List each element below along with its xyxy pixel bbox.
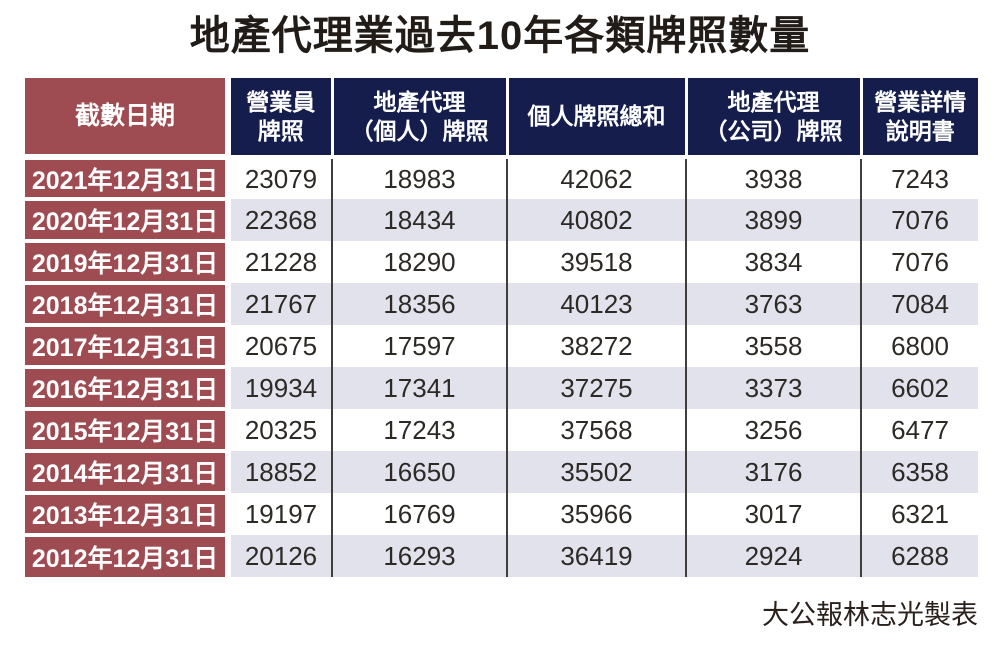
- header-label-line: （公司）牌照: [704, 117, 843, 144]
- value-cell: 3899: [686, 199, 862, 241]
- header-label-line: 營業員: [246, 88, 316, 115]
- table-body: 2021年12月31日 23079 18983 42062 3938 7243 2020年1…: [25, 157, 978, 577]
- header-column-2: 地產代理 （個人）牌照: [332, 78, 509, 159]
- value-cell: 17597: [332, 325, 508, 367]
- header-column-1: 營業員 牌照: [228, 78, 334, 159]
- header-label-line: （個人）牌照: [350, 117, 489, 144]
- value-cell: 18852: [228, 451, 333, 493]
- value-cell: 3558: [686, 325, 862, 367]
- value-cell: 3938: [686, 157, 862, 199]
- table-row: 2020年12月31日 22368 18434 40802 3899 7076: [25, 199, 978, 243]
- credit-line: 大公報林志光製表: [762, 600, 978, 630]
- value-cell: 20126: [228, 535, 333, 577]
- table-row: 2018年12月31日 21767 18356 40123 3763 7084: [25, 283, 978, 327]
- value-cell: 18983: [332, 157, 508, 199]
- header-column-5: 營業詳情 說明書: [861, 78, 978, 159]
- value-cell: 19934: [228, 367, 333, 409]
- value-cell: 17243: [332, 409, 508, 451]
- header-label-line: 地產代理: [373, 88, 466, 115]
- date-cell: 2016年12月31日: [25, 367, 231, 411]
- table-row: 2019年12月31日 21228 18290 39518 3834 7076: [25, 241, 978, 285]
- value-cell: 36419: [507, 535, 687, 577]
- value-cell: 16769: [332, 493, 508, 535]
- value-cell: 2924: [686, 535, 862, 577]
- page-title: 地產代理業過去10年各類牌照數量: [189, 14, 811, 58]
- value-cell: 35966: [507, 493, 687, 535]
- license-infographic: 地產代理業過去10年各類牌照數量 截數日期 營業員 牌照 地產代理 （個人）牌照 個人牌照…: [0, 10, 1000, 652]
- value-cell: 39518: [507, 241, 687, 283]
- value-cell: 6358: [861, 451, 978, 493]
- date-cell: 2019年12月31日: [25, 241, 231, 285]
- date-cell: 2012年12月31日: [25, 535, 231, 577]
- value-cell: 18290: [332, 241, 508, 283]
- date-cell: 2014年12月31日: [25, 451, 231, 495]
- header-label-line: 說明書: [885, 117, 955, 144]
- date-cell: 2018年12月31日: [25, 283, 231, 327]
- value-cell: 6288: [861, 535, 978, 577]
- value-cell: 23079: [228, 157, 333, 199]
- value-cell: 3176: [686, 451, 862, 493]
- table-row: 2013年12月31日 19197 16769 35966 3017 6321: [25, 493, 978, 537]
- value-cell: 40123: [507, 283, 687, 325]
- value-cell: 7084: [861, 283, 978, 325]
- header-label-line: 個人牌照總和: [527, 103, 666, 129]
- value-cell: 35502: [507, 451, 687, 493]
- header-label-line: 地產代理: [727, 88, 820, 115]
- value-cell: 16293: [332, 535, 508, 577]
- value-cell: 3834: [686, 241, 862, 283]
- value-cell: 7076: [861, 241, 978, 283]
- table-row: 2012年12月31日 20126 16293 36419 2924 6288: [25, 535, 978, 577]
- value-cell: 21767: [228, 283, 333, 325]
- date-cell: 2013年12月31日: [25, 493, 231, 537]
- value-cell: 22368: [228, 199, 333, 241]
- value-cell: 3373: [686, 367, 862, 409]
- table-row: 2016年12月31日 19934 17341 37275 3373 6602: [25, 367, 978, 411]
- table-row: 2015年12月31日 20325 17243 37568 3256 6477: [25, 409, 978, 453]
- value-cell: 19197: [228, 493, 333, 535]
- value-cell: 18434: [332, 199, 508, 241]
- value-cell: 17341: [332, 367, 508, 409]
- table-row: 2014年12月31日 18852 16650 35502 3176 6358: [25, 451, 978, 495]
- value-cell: 7076: [861, 199, 978, 241]
- value-cell: 37275: [507, 367, 687, 409]
- value-cell: 3256: [686, 409, 862, 451]
- license-table: 截數日期 營業員 牌照 地產代理 （個人）牌照 個人牌照總和 地產代理 （公司）牌照 營業詳情說…: [25, 78, 978, 577]
- date-cell: 2017年12月31日: [25, 325, 231, 369]
- value-cell: 37568: [507, 409, 687, 451]
- header-date-column: 截數日期: [25, 78, 231, 160]
- header-label-line: 牌照: [257, 117, 304, 144]
- value-cell: 38272: [507, 325, 687, 367]
- value-cell: 7243: [861, 157, 978, 199]
- header-column-4: 地產代理 （公司）牌照: [686, 78, 863, 159]
- value-cell: 6602: [861, 367, 978, 409]
- value-cell: 40802: [507, 199, 687, 241]
- value-cell: 18356: [332, 283, 508, 325]
- value-cell: 6477: [861, 409, 978, 451]
- value-cell: 20675: [228, 325, 333, 367]
- header-label-line: 截數日期: [74, 101, 175, 130]
- value-cell: 42062: [507, 157, 687, 199]
- date-cell: 2020年12月31日: [25, 199, 231, 243]
- header-label-line: 營業詳情: [874, 88, 967, 115]
- value-cell: 6321: [861, 493, 978, 535]
- table-row: 2021年12月31日 23079 18983 42062 3938 7243: [25, 157, 978, 201]
- value-cell: 21228: [228, 241, 333, 283]
- value-cell: 6800: [861, 325, 978, 367]
- table-row: 2017年12月31日 20675 17597 38272 3558 6800: [25, 325, 978, 369]
- value-cell: 3017: [686, 493, 862, 535]
- date-cell: 2021年12月31日: [25, 157, 231, 201]
- header-column-3: 個人牌照總和: [507, 78, 688, 159]
- value-cell: 20325: [228, 409, 333, 451]
- value-cell: 3763: [686, 283, 862, 325]
- date-cell: 2015年12月31日: [25, 409, 231, 453]
- value-cell: 16650: [332, 451, 508, 493]
- header-row: 截數日期 營業員 牌照 地產代理 （個人）牌照 個人牌照總和 地產代理 （公司）牌照 營業詳情說…: [25, 78, 978, 160]
